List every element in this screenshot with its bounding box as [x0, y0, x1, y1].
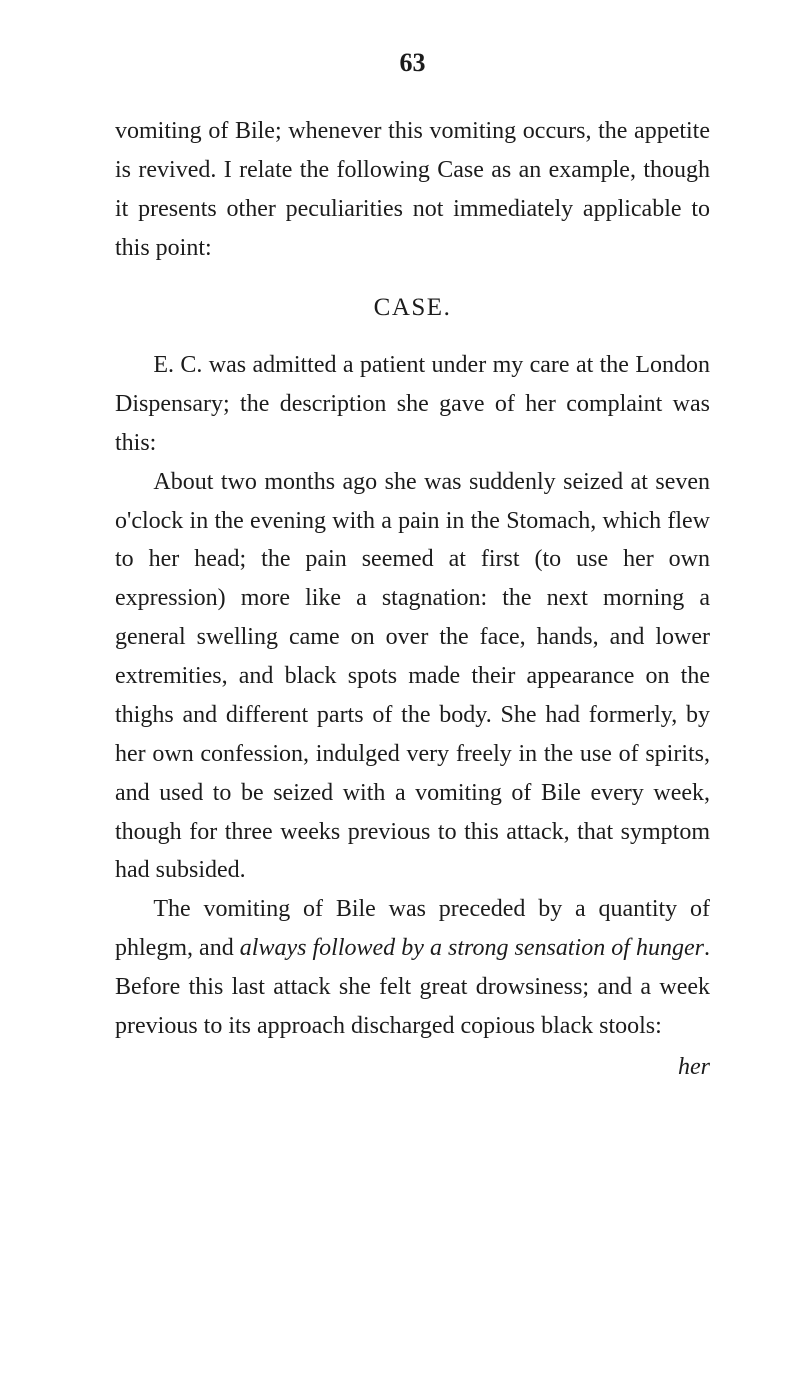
paragraph-4: The vomiting of Bile was preceded by a q…	[115, 890, 710, 1046]
paragraph-3: About two months ago she was suddenly se…	[115, 463, 710, 891]
body-text: vomiting of Bile; whenever this vomiting…	[115, 112, 710, 1087]
paragraph-4-italic-1: always followed by a strong sensation of…	[240, 935, 704, 961]
page-number: 63	[115, 48, 710, 78]
paragraph-2: E. C. was admitted a patient under my ca…	[115, 346, 710, 463]
page-container: 63 vomiting of Bile; whenever this vomit…	[0, 0, 800, 1394]
case-heading: CASE.	[115, 288, 710, 329]
paragraph-1: vomiting of Bile; whenever this vomiting…	[115, 112, 710, 268]
catchword: her	[115, 1048, 710, 1087]
